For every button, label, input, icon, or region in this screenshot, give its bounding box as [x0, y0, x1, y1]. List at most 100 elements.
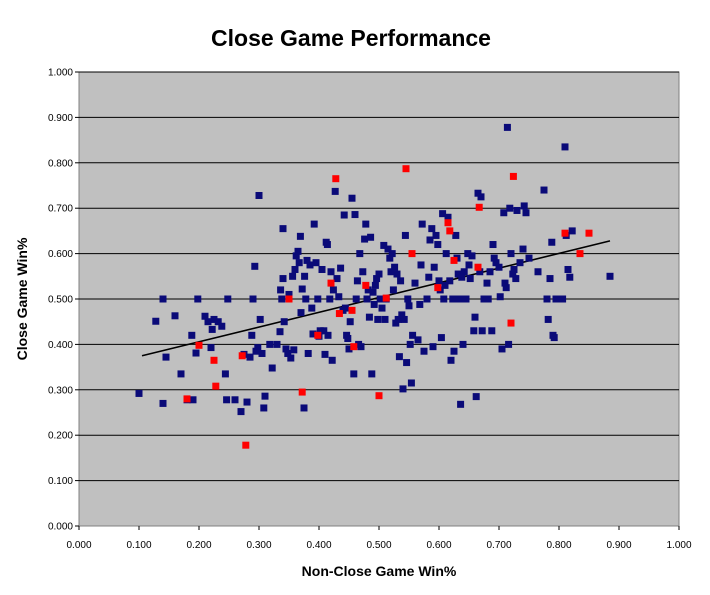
data-point-blue: [204, 318, 212, 326]
data-point-blue: [362, 220, 370, 228]
data-point-red: [576, 250, 584, 258]
data-point-blue: [432, 231, 440, 239]
data-point-blue: [455, 295, 463, 303]
data-point-blue: [279, 275, 287, 283]
data-point-blue: [500, 209, 508, 217]
data-point-red: [183, 395, 191, 403]
x-tick-label: 0.100: [126, 540, 151, 551]
data-point-blue: [316, 327, 324, 335]
data-point-blue: [368, 370, 376, 378]
data-point-blue: [387, 268, 395, 276]
data-point-blue: [324, 331, 332, 339]
data-point-blue: [159, 399, 167, 407]
data-point-blue: [506, 204, 514, 212]
data-point-blue: [248, 331, 256, 339]
data-point-blue: [256, 315, 264, 323]
data-point-blue: [447, 356, 455, 364]
data-point-blue: [384, 245, 392, 253]
data-point-blue: [344, 334, 352, 342]
data-point-blue: [525, 254, 533, 262]
data-point-red: [314, 331, 322, 339]
data-point-blue: [423, 295, 431, 303]
x-tick-label: 0.500: [366, 540, 391, 551]
data-point-red: [335, 310, 343, 318]
data-point-blue: [341, 304, 349, 312]
data-point-blue: [326, 295, 334, 303]
data-point-red: [327, 279, 335, 287]
data-point-blue: [201, 312, 209, 320]
data-point-red: [585, 229, 593, 237]
data-point-red: [446, 227, 454, 235]
data-point-blue: [484, 295, 492, 303]
data-point-blue: [303, 256, 311, 264]
data-point-blue: [507, 250, 515, 258]
x-axis-title: Non-Close Game Win%: [302, 563, 457, 579]
data-point-blue: [457, 400, 465, 408]
data-point-red: [408, 250, 416, 258]
x-tick-label: 0.300: [246, 540, 271, 551]
data-point-blue: [309, 330, 317, 338]
data-point-blue: [249, 295, 257, 303]
data-point-blue: [397, 277, 405, 285]
data-point-blue: [361, 235, 369, 243]
data-point-blue: [414, 336, 422, 344]
data-point-blue: [285, 290, 293, 298]
data-point-blue: [509, 270, 517, 278]
data-point-blue: [464, 250, 472, 258]
data-point-blue: [388, 250, 396, 258]
data-point-blue: [320, 327, 328, 335]
data-point-blue: [391, 263, 399, 271]
data-point-blue: [231, 396, 239, 404]
data-point-blue: [365, 313, 373, 321]
data-point-blue: [477, 193, 485, 201]
y-tick-label: 0.900: [48, 113, 73, 124]
y-tick-label: 0.800: [48, 158, 73, 169]
data-point-red: [362, 281, 370, 289]
data-point-blue: [294, 247, 302, 255]
data-point-blue: [392, 319, 400, 327]
data-point-blue: [297, 309, 305, 317]
data-point-blue: [452, 231, 460, 239]
y-tick-label: 1.000: [48, 68, 73, 79]
data-point-blue: [348, 194, 356, 202]
data-point-blue: [425, 273, 433, 281]
data-point-blue: [470, 327, 478, 335]
data-point-red: [348, 306, 356, 314]
y-tick-label: 0.200: [48, 431, 73, 442]
data-point-blue: [279, 225, 287, 233]
data-point-blue: [252, 347, 260, 355]
data-point-blue: [606, 272, 614, 280]
y-tick-label: 0.400: [48, 340, 73, 351]
data-point-blue: [243, 398, 251, 406]
data-point-red: [444, 219, 452, 227]
data-point-blue: [486, 268, 494, 276]
data-point-blue: [503, 123, 511, 131]
y-tick-label: 0.600: [48, 249, 73, 260]
data-point-blue: [323, 241, 331, 249]
data-point-blue: [295, 259, 303, 267]
data-point-blue: [496, 293, 504, 301]
data-point-red: [402, 165, 410, 173]
data-point-blue: [310, 220, 318, 228]
x-tick-label: 0.800: [546, 540, 571, 551]
data-point-blue: [321, 350, 329, 358]
data-point-blue: [335, 293, 343, 301]
data-point-blue: [490, 254, 498, 262]
data-point-blue: [246, 353, 254, 361]
data-point-blue: [458, 273, 466, 281]
x-tick-labels: 0.000 0.100 0.200 0.300 0.400 0.500 0.600 0.700…: [66, 526, 692, 551]
data-point-blue: [440, 295, 448, 303]
x-tick-label: 0.200: [186, 540, 211, 551]
data-point-red: [242, 441, 250, 449]
chart-title: Close Game Performance: [211, 25, 491, 51]
data-point-blue: [333, 275, 341, 283]
data-point-red: [475, 203, 483, 211]
data-point-blue: [221, 370, 229, 378]
data-point-blue: [466, 275, 474, 283]
data-point-red: [375, 392, 383, 400]
data-point-blue: [420, 347, 428, 355]
data-point-blue: [411, 279, 419, 287]
data-point-blue: [444, 213, 452, 221]
data-point-blue: [555, 295, 563, 303]
data-point-blue: [306, 261, 314, 269]
